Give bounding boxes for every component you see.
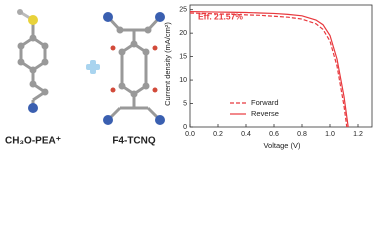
figure: CH₃O-PEA⁺ F4-TCNQ Voltage (V) Current de… [5, 4, 373, 150]
x-tick-label: 0.8 [297, 131, 307, 138]
y-tick-label: 25 [179, 7, 187, 14]
y-tick-label: 10 [179, 77, 187, 84]
plot-frame [189, 4, 373, 128]
molecule-label: CH₃O-PEA⁺ [5, 136, 61, 147]
y-axis-label: Current density (mA/cm²) [163, 22, 172, 106]
x-tick-label: 1.0 [325, 131, 335, 138]
x-axis-label: Voltage (V) [263, 141, 301, 150]
molecule-right [106, 15, 162, 122]
y-tick-label: 20 [179, 30, 187, 37]
y-tick-label: 15 [179, 53, 187, 60]
series-line [189, 12, 348, 128]
page: {"molecules": {"left_label": "CH₃O-PEA⁺"… [4, 4, 373, 150]
x-tick-label: 0.0 [185, 131, 195, 138]
atoms-right [103, 12, 165, 125]
x-tick-label: 1.2 [353, 131, 363, 138]
y-tick-label: 0 [183, 124, 187, 131]
y-tick-label: 5 [183, 100, 187, 107]
series-line [189, 10, 349, 128]
plus-icon [86, 60, 100, 74]
annotation: Eff. 21.57% [198, 11, 243, 21]
x-tick-label: 0.2 [213, 131, 223, 138]
atoms-left [17, 9, 49, 113]
molecule-label: F4-TCNQ [112, 136, 156, 147]
legend-label: Forward [251, 98, 279, 107]
x-tick-label: 0.6 [269, 131, 279, 138]
legend-label: Reverse [251, 109, 279, 118]
x-tick-label: 0.4 [241, 131, 251, 138]
